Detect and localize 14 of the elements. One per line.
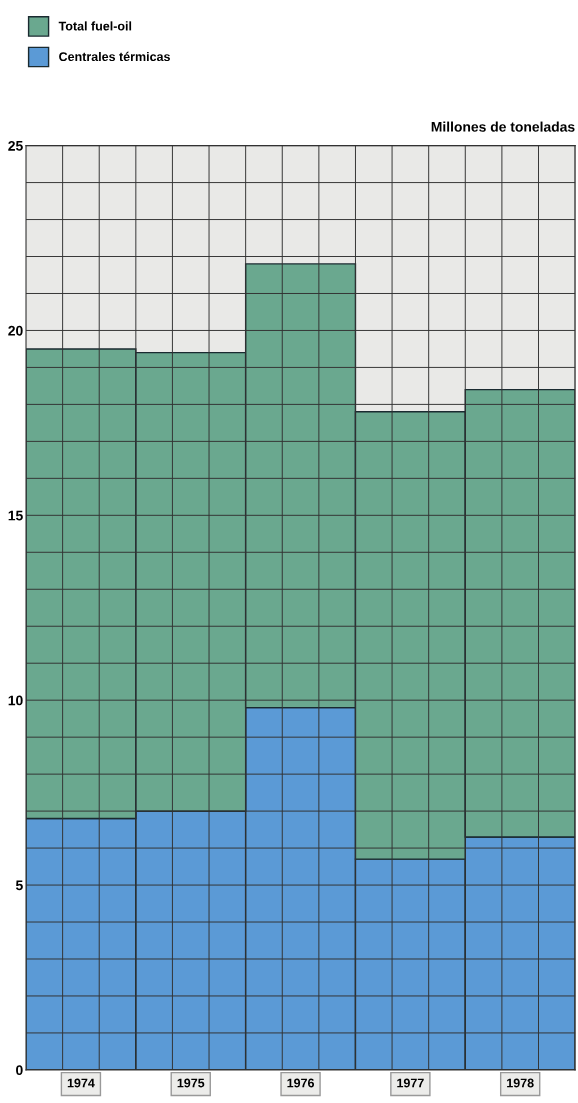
x-tick-label: 1975 [177,1078,205,1088]
y-tick-label: 5 [15,880,23,891]
x-tick-label: 1977 [397,1078,424,1088]
y-tick-label: 20 [8,325,23,336]
x-tick-label: 1974 [67,1078,95,1088]
legend-label: Total fuel-oil [58,21,132,31]
x-tick-label: 1976 [287,1078,315,1088]
y-tick-label: 25 [8,140,23,151]
y-axis-title: Millones de toneladas [431,121,575,132]
y-tick-label: 15 [8,510,23,521]
y-tick-label: 10 [8,695,23,706]
y-tick-label: 0 [16,1065,23,1076]
legend-label: Centrales térmicas [59,51,170,62]
x-tick-label: 1978 [507,1078,534,1088]
